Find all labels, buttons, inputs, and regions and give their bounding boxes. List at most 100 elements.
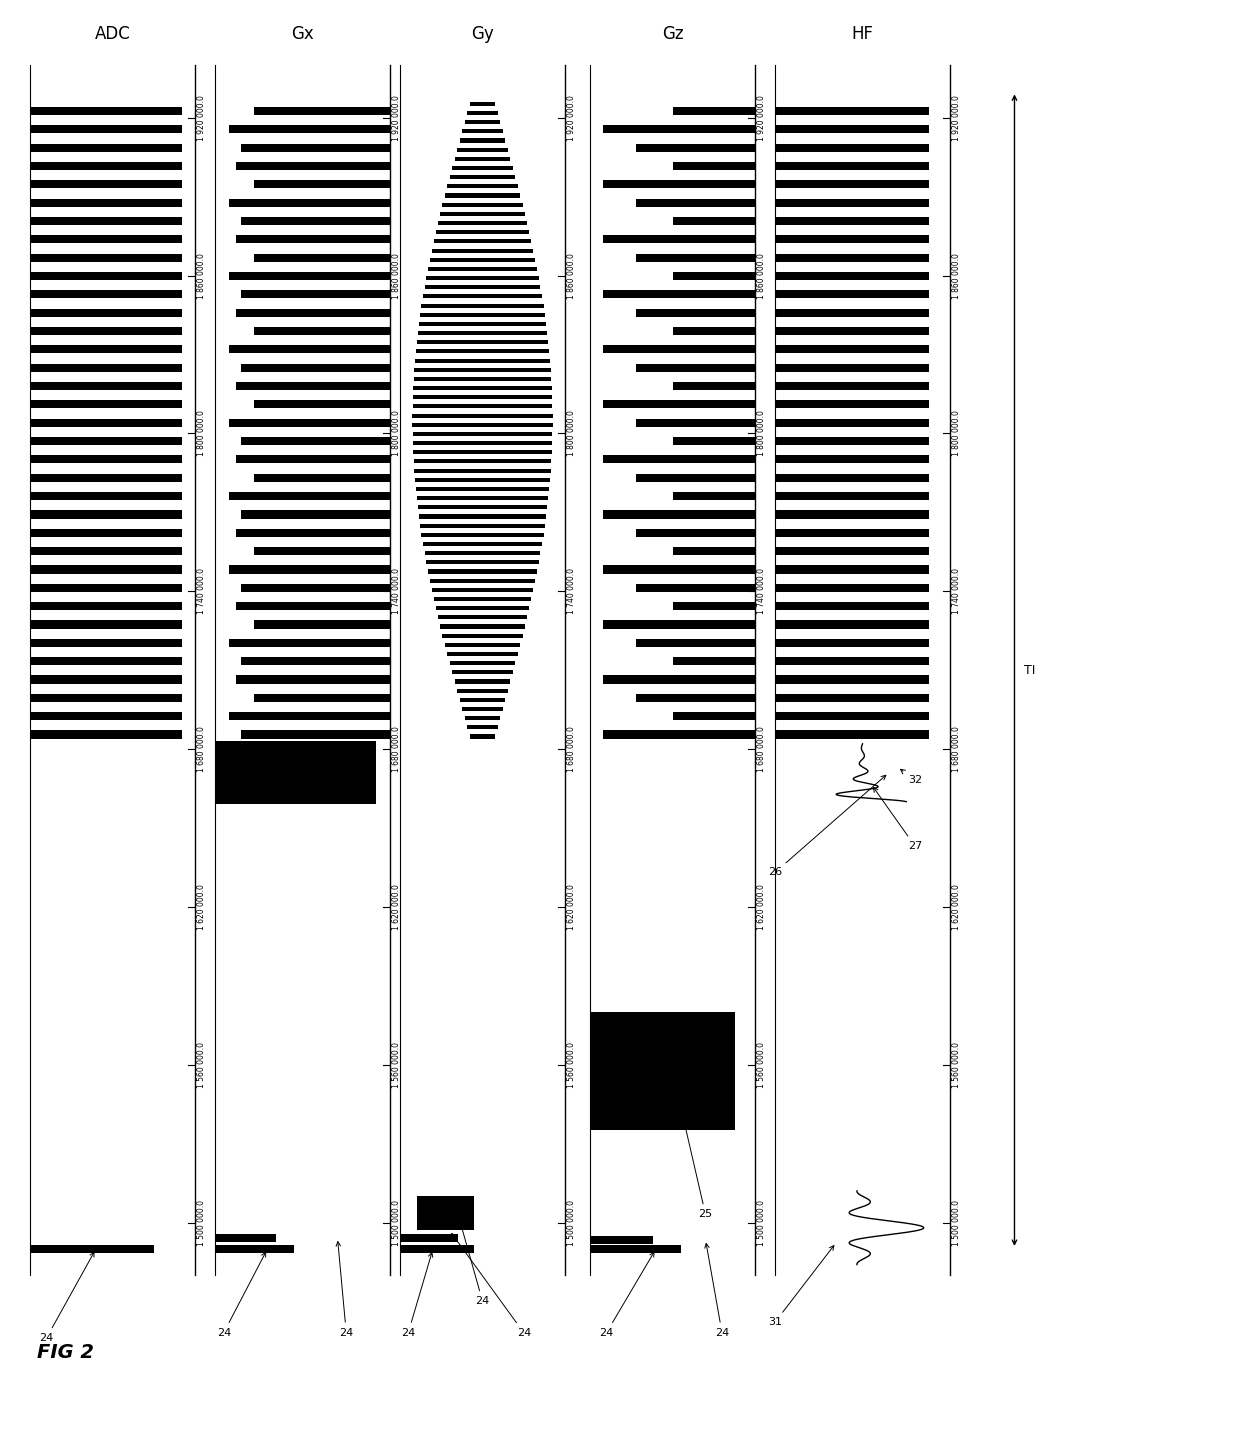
Bar bbox=[775, 364, 929, 372]
Bar bbox=[229, 565, 391, 574]
Bar bbox=[445, 643, 521, 646]
Bar bbox=[30, 199, 182, 207]
Bar bbox=[30, 675, 182, 684]
Bar bbox=[448, 652, 518, 656]
Bar bbox=[775, 510, 929, 519]
Bar bbox=[401, 1233, 458, 1242]
Bar bbox=[428, 267, 537, 271]
Text: 1 500 000.0: 1 500 000.0 bbox=[568, 1200, 577, 1246]
Text: 1 800 000.0: 1 800 000.0 bbox=[197, 410, 207, 456]
Bar bbox=[460, 698, 506, 701]
Bar bbox=[422, 533, 543, 536]
Bar bbox=[30, 125, 182, 133]
Bar bbox=[30, 107, 182, 114]
Bar bbox=[253, 254, 391, 262]
Bar bbox=[470, 735, 495, 739]
Bar bbox=[636, 639, 755, 646]
Text: 1 680 000.0: 1 680 000.0 bbox=[568, 726, 577, 772]
Bar bbox=[775, 565, 929, 574]
Bar bbox=[30, 383, 182, 390]
Bar bbox=[30, 620, 182, 629]
Bar bbox=[465, 120, 500, 125]
Bar bbox=[603, 510, 755, 519]
Bar bbox=[242, 510, 391, 519]
Bar bbox=[229, 199, 391, 207]
Bar bbox=[672, 601, 755, 610]
Text: 1 500 000.0: 1 500 000.0 bbox=[758, 1200, 766, 1246]
Bar bbox=[636, 364, 755, 372]
Bar bbox=[418, 506, 547, 510]
Text: 1 560 000.0: 1 560 000.0 bbox=[197, 1042, 207, 1088]
Bar bbox=[236, 162, 391, 170]
Text: 1 680 000.0: 1 680 000.0 bbox=[197, 726, 207, 772]
Bar bbox=[30, 546, 182, 555]
Bar bbox=[229, 272, 391, 280]
Bar bbox=[229, 639, 391, 646]
Bar bbox=[428, 569, 537, 574]
Text: 1 740 000.0: 1 740 000.0 bbox=[197, 568, 207, 614]
Bar bbox=[30, 601, 182, 610]
Text: 27: 27 bbox=[873, 787, 923, 851]
Bar bbox=[775, 345, 929, 354]
Bar bbox=[603, 675, 755, 684]
Bar bbox=[775, 546, 929, 555]
Bar bbox=[775, 419, 929, 427]
Bar bbox=[423, 542, 542, 546]
Text: 1 560 000.0: 1 560 000.0 bbox=[568, 1042, 577, 1088]
Bar bbox=[236, 309, 391, 317]
Bar bbox=[440, 625, 525, 629]
Bar bbox=[775, 529, 929, 536]
Bar bbox=[775, 601, 929, 610]
Bar bbox=[236, 383, 391, 390]
Bar bbox=[458, 688, 508, 693]
Bar bbox=[636, 419, 755, 427]
Bar bbox=[30, 235, 182, 243]
Bar bbox=[636, 254, 755, 262]
Bar bbox=[30, 510, 182, 519]
Text: 1 740 000.0: 1 740 000.0 bbox=[568, 568, 577, 614]
Bar bbox=[30, 474, 182, 483]
Bar bbox=[236, 675, 391, 684]
Bar bbox=[427, 275, 539, 280]
Bar bbox=[253, 694, 391, 701]
Text: Gy: Gy bbox=[471, 26, 494, 43]
Text: 26: 26 bbox=[768, 775, 885, 878]
Text: 1 860 000.0: 1 860 000.0 bbox=[568, 252, 577, 298]
Bar bbox=[775, 143, 929, 152]
Bar bbox=[775, 290, 929, 298]
Bar bbox=[413, 385, 552, 390]
Text: 24: 24 bbox=[217, 1252, 265, 1337]
Text: TI: TI bbox=[1024, 664, 1035, 677]
Bar bbox=[414, 468, 551, 472]
Bar bbox=[775, 491, 929, 500]
Bar bbox=[603, 235, 755, 243]
Bar bbox=[242, 730, 391, 739]
Bar bbox=[636, 474, 755, 483]
Bar bbox=[30, 272, 182, 280]
Bar bbox=[463, 129, 502, 133]
Bar bbox=[434, 597, 531, 601]
Text: 1 680 000.0: 1 680 000.0 bbox=[393, 726, 402, 772]
Bar bbox=[427, 561, 539, 564]
Bar bbox=[672, 491, 755, 500]
Bar bbox=[236, 601, 391, 610]
Bar bbox=[603, 345, 755, 354]
Bar bbox=[775, 217, 929, 225]
Text: 1 800 000.0: 1 800 000.0 bbox=[568, 410, 577, 456]
Bar bbox=[450, 175, 516, 180]
Text: 1 620 000.0: 1 620 000.0 bbox=[393, 884, 402, 930]
Bar bbox=[603, 400, 755, 409]
Bar bbox=[636, 199, 755, 207]
Bar bbox=[775, 199, 929, 207]
Bar bbox=[418, 330, 547, 335]
Bar bbox=[253, 546, 391, 555]
Text: 1 740 000.0: 1 740 000.0 bbox=[393, 568, 402, 614]
Bar bbox=[636, 694, 755, 701]
Bar bbox=[30, 254, 182, 262]
Bar bbox=[434, 239, 531, 243]
Bar bbox=[775, 162, 929, 170]
Bar bbox=[424, 551, 541, 555]
Bar bbox=[590, 1011, 735, 1130]
Bar bbox=[30, 162, 182, 170]
Bar bbox=[30, 584, 182, 591]
